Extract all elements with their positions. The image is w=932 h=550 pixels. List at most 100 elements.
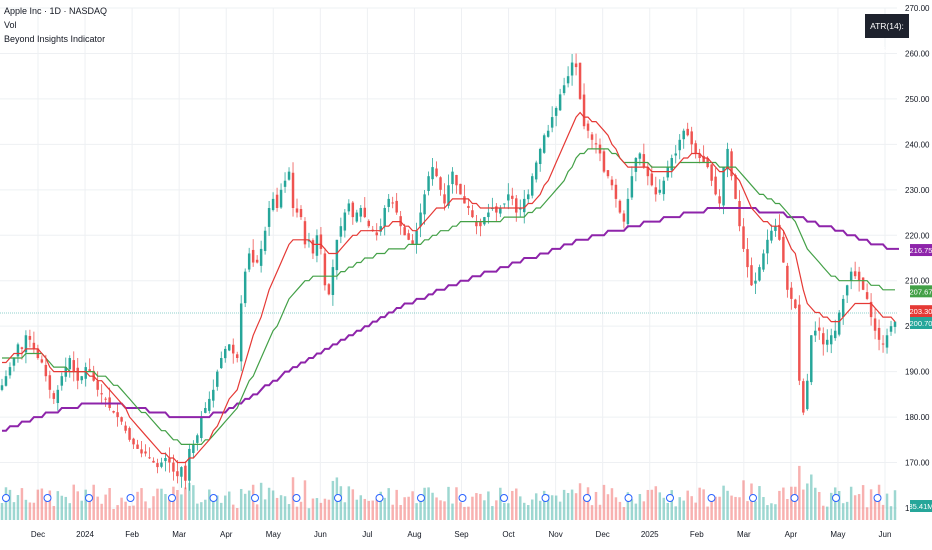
volume-bar <box>845 501 849 520</box>
volume-bar <box>638 494 642 520</box>
volume-bar <box>479 493 482 520</box>
volume-bar <box>507 503 510 520</box>
candle-body <box>168 458 171 463</box>
candle-body <box>343 212 347 231</box>
event-marker-icon <box>832 494 840 502</box>
volume-indicator-label[interactable]: Vol <box>4 20 17 30</box>
candle-body <box>519 208 522 210</box>
symbol-title[interactable]: Apple Inc · 1D · NASDAQ <box>4 6 108 16</box>
candle-body <box>658 189 662 193</box>
volume-bar <box>239 488 243 520</box>
volume-bar <box>88 501 91 520</box>
x-tick-label: 2025 <box>641 530 659 539</box>
candle-body <box>447 185 450 206</box>
candle-body <box>335 239 339 271</box>
volume-bar <box>806 483 809 520</box>
candle-body <box>550 117 554 128</box>
candle-body <box>666 167 670 178</box>
volume-bar <box>128 505 131 520</box>
volume-bar <box>554 495 558 520</box>
candle-body <box>849 271 853 281</box>
volume-bar <box>869 489 873 520</box>
volume-bar <box>104 494 107 520</box>
candle-body <box>885 335 889 348</box>
candle-body <box>347 203 351 212</box>
volume-bar <box>164 494 167 520</box>
volume-bar <box>367 500 371 520</box>
volume-bar <box>682 500 685 520</box>
x-tick-label: Apr <box>785 530 798 539</box>
volume-bar <box>96 496 99 520</box>
candle-body <box>674 153 677 156</box>
candle-body <box>303 221 307 245</box>
volume-bar <box>574 493 578 520</box>
event-marker-icon <box>417 494 425 502</box>
volume-bar <box>678 497 681 520</box>
candle-body <box>180 467 183 477</box>
candle-body <box>415 230 418 246</box>
event-marker-icon <box>583 494 591 502</box>
volume-bar <box>168 499 171 520</box>
candle-body <box>419 212 422 227</box>
volume-bar <box>471 496 474 520</box>
volume-bar <box>243 493 247 520</box>
candle-body <box>263 230 267 251</box>
indicator-label[interactable]: Beyond Insights Indicator <box>4 34 106 44</box>
volume-bar <box>4 487 8 520</box>
candle-body <box>650 173 654 186</box>
candle-body <box>84 367 87 379</box>
candle-body <box>566 76 570 84</box>
volume-bar <box>124 501 127 520</box>
candle-body <box>231 344 235 354</box>
candle-body <box>124 425 127 431</box>
volume-bar <box>287 504 291 520</box>
volume-bar <box>782 487 785 520</box>
price-label-box <box>910 285 932 298</box>
volume-bar <box>212 497 215 520</box>
volume-bar <box>72 484 75 520</box>
volume-bar <box>702 489 705 520</box>
candle-body <box>889 326 893 332</box>
volume-bar <box>343 502 347 520</box>
time-axis[interactable]: Dec 2024 Feb Mar Apr May Jun Jul Aug Sep Oct Nov Dec… <box>31 530 892 539</box>
candle-body <box>594 143 598 145</box>
candle-body <box>814 330 817 336</box>
candle-body <box>220 358 223 369</box>
volume-bar <box>550 495 554 520</box>
candle-body <box>48 375 52 390</box>
candle-body <box>861 277 865 290</box>
volume-bar <box>144 501 147 520</box>
volume-bar <box>331 480 335 520</box>
candle-body <box>602 151 606 172</box>
volume-bar <box>530 499 534 520</box>
volume-bar <box>283 496 287 520</box>
candle-body <box>662 180 666 195</box>
volume-bar <box>196 503 199 520</box>
candle-body <box>542 135 546 153</box>
candle-body <box>323 253 327 286</box>
candle-body <box>698 153 701 158</box>
price-axis[interactable]: 270.00 260.00 250.00 240.00 230.00 220.00 210.… <box>905 4 930 513</box>
candle-body <box>865 292 869 299</box>
volume-bar <box>598 504 602 520</box>
candle-body <box>794 299 797 308</box>
volume-bar <box>319 502 323 520</box>
candle-body <box>212 389 215 401</box>
candle-body <box>829 335 833 345</box>
candle-body <box>287 171 291 180</box>
candle-body <box>738 200 741 227</box>
volume-bar <box>833 487 837 520</box>
volume-bar <box>722 485 725 520</box>
x-tick-label: Jun <box>314 530 327 539</box>
candle-body <box>283 180 287 187</box>
volume-bar <box>327 499 331 520</box>
volume-bar <box>778 490 781 520</box>
volume-bar <box>666 502 670 520</box>
volume-bar <box>710 497 713 520</box>
volume-bar <box>216 495 219 520</box>
grid-lines <box>0 7 897 509</box>
candle-body <box>4 376 8 386</box>
volume-bar <box>431 492 434 520</box>
candle-body <box>467 205 470 208</box>
